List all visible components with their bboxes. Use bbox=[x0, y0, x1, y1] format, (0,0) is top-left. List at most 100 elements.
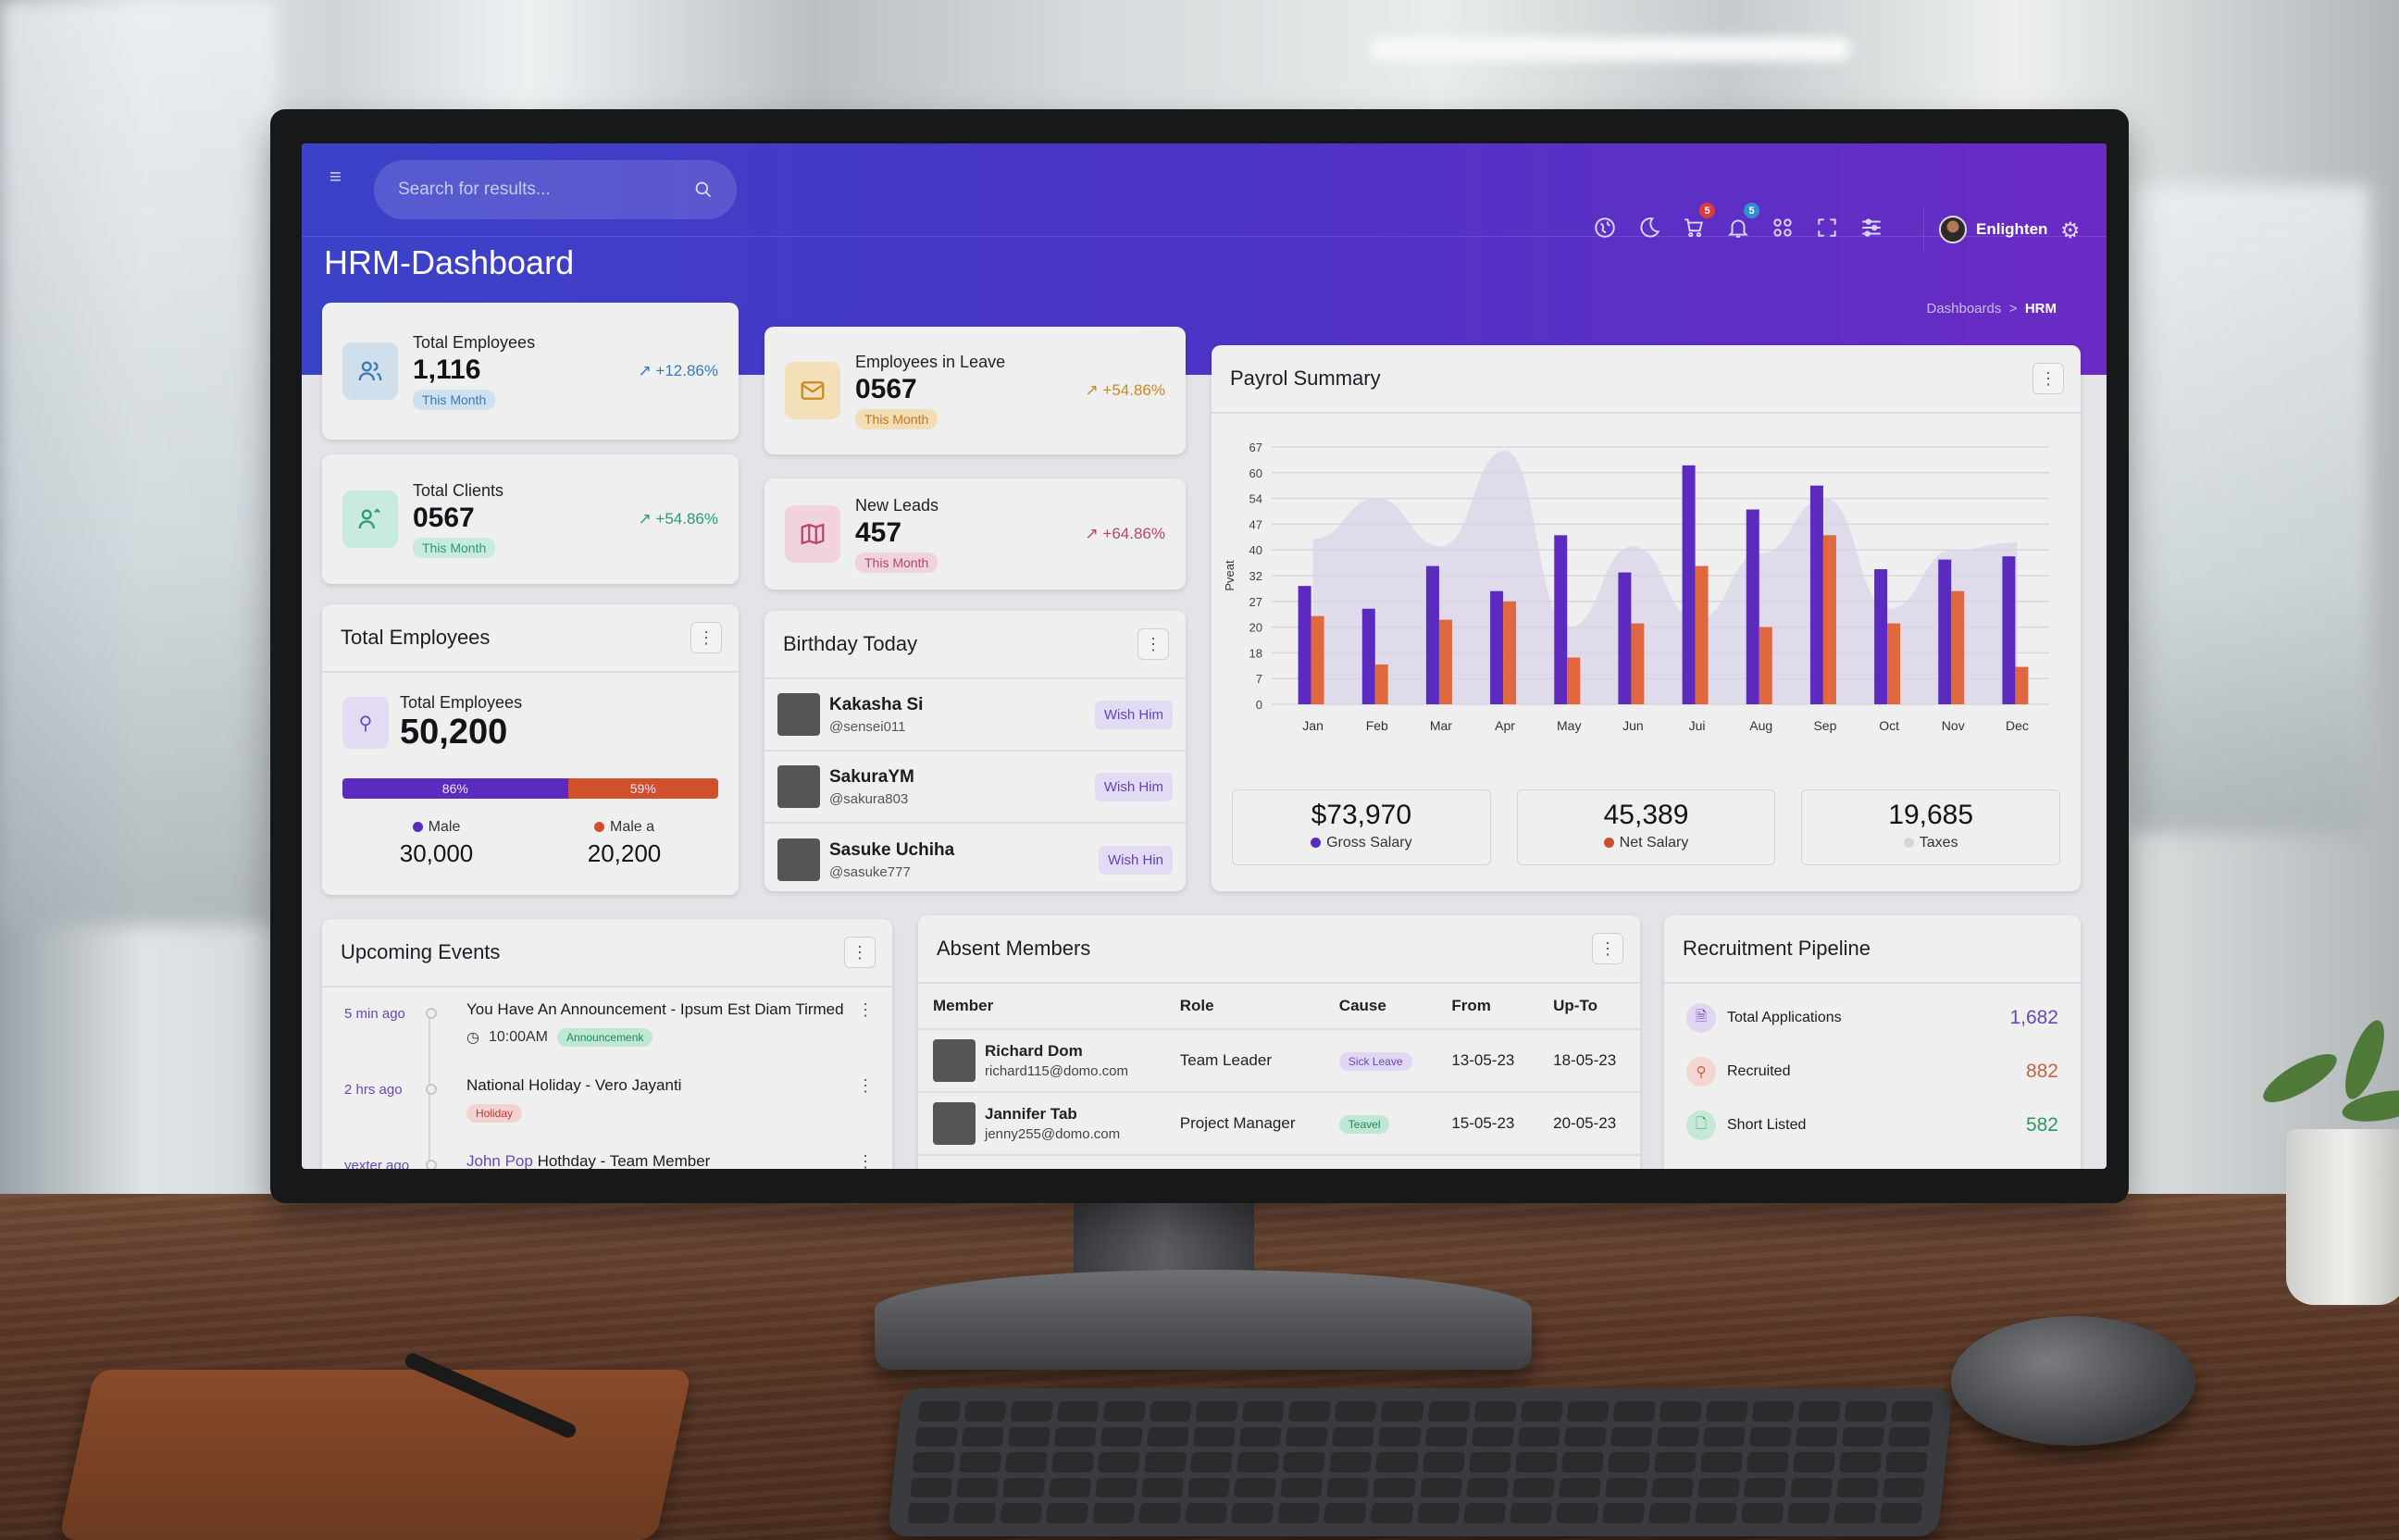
event-item[interactable]: 5 min ago You Have An Announcement - Ips… bbox=[322, 987, 892, 1063]
key bbox=[1141, 1477, 1185, 1498]
key bbox=[1833, 1503, 1877, 1523]
stat-label: New Leads bbox=[855, 495, 939, 515]
event-tag: Holiday bbox=[466, 1104, 523, 1123]
pipeline-value: 582 bbox=[2025, 1114, 2058, 1136]
moon-icon[interactable] bbox=[1637, 216, 1661, 240]
list-item: Kakasha Si @sensei011 Wish Him bbox=[764, 679, 1186, 751]
key bbox=[1555, 1503, 1599, 1523]
more-options-icon[interactable]: ⋮ bbox=[2032, 363, 2064, 394]
apps-icon[interactable] bbox=[1771, 216, 1795, 240]
to-date: 20-05-23 bbox=[1538, 1092, 1640, 1156]
absent-members-table: Member Role Cause From Up-To Richard Dom… bbox=[918, 984, 1640, 1156]
more-options-icon[interactable]: ⋮ bbox=[1592, 933, 1623, 964]
bar-jui bbox=[1682, 465, 1696, 704]
key bbox=[1000, 1503, 1043, 1523]
sliders-icon[interactable] bbox=[1859, 216, 1883, 240]
more-options-icon[interactable]: ⋮ bbox=[857, 1076, 874, 1095]
mail-icon bbox=[785, 362, 840, 419]
area-series bbox=[1312, 450, 2018, 704]
key bbox=[1326, 1477, 1370, 1498]
pipeline-item[interactable]: 🗋 Short Listed 582 bbox=[1664, 1099, 2081, 1152]
bar-mar bbox=[1425, 565, 1439, 704]
more-options-icon[interactable]: ⋮ bbox=[690, 622, 722, 653]
document-icon: 🗎 bbox=[1686, 1003, 1716, 1033]
search-box[interactable] bbox=[374, 160, 737, 219]
key bbox=[1882, 1477, 1926, 1498]
pipeline-label: Recruited bbox=[1727, 1063, 1791, 1079]
table-row[interactable]: Richard Dom richard115@domo.com Team Lead… bbox=[918, 1029, 1640, 1093]
bell-icon[interactable]: 5 bbox=[1726, 203, 1759, 240]
key bbox=[1324, 1503, 1367, 1523]
key bbox=[914, 1426, 959, 1447]
card-title: Recruitment Pipeline bbox=[1683, 937, 1871, 960]
event-time: yexter ago bbox=[344, 1158, 410, 1169]
key bbox=[1050, 1452, 1095, 1472]
bar-aug bbox=[1746, 509, 1759, 704]
legend-dot bbox=[1603, 838, 1614, 849]
trend-up-icon: ↗ bbox=[1085, 525, 1103, 542]
split-label: Male bbox=[428, 819, 461, 835]
column-header: Up-To bbox=[1538, 984, 1640, 1030]
key bbox=[1884, 1452, 1929, 1472]
event-clock: 10:00AM bbox=[488, 1029, 549, 1045]
stat-change-value: +54.86% bbox=[1102, 381, 1165, 399]
member-name: Richard Dom bbox=[985, 1042, 1083, 1060]
breadcrumb-dashboards[interactable]: Dashboards bbox=[1926, 301, 2002, 317]
key bbox=[1144, 1452, 1187, 1472]
table-row[interactable]: Jannifer Tab jenny255@domo.com Project Ma… bbox=[918, 1092, 1640, 1156]
column-header: Member bbox=[918, 984, 1165, 1030]
bar-jun bbox=[1631, 623, 1645, 704]
key bbox=[1511, 1477, 1555, 1498]
bar-dec bbox=[2002, 556, 2016, 704]
bar-nov bbox=[1938, 559, 1952, 704]
trend-up-icon: ↗ bbox=[1085, 381, 1103, 399]
event-item[interactable]: 2 hrs ago National Holiday - Vero Jayant… bbox=[322, 1063, 892, 1139]
key bbox=[1092, 1503, 1136, 1523]
to-date: 18-05-23 bbox=[1538, 1029, 1640, 1093]
key bbox=[1697, 1477, 1741, 1498]
event-tag: Announcemenk bbox=[557, 1028, 653, 1047]
birthday-today-card: Birthday Today ⋮ Kakasha Si @sensei011 Wish… bbox=[764, 611, 1186, 891]
pipeline-item[interactable]: ⚲ Recruited 882 bbox=[1664, 1045, 2081, 1099]
pipeline-label: Total Applications bbox=[1727, 1010, 1842, 1025]
user-menu[interactable]: Enlighten bbox=[1923, 206, 2047, 253]
monitor-screen: ≡ HRM-Dashboard 5 5 Enlighten ⚙ Dashboar… bbox=[302, 143, 2107, 1169]
settings-gear-icon[interactable]: ⚙ bbox=[2060, 218, 2081, 243]
more-options-icon[interactable]: ⋮ bbox=[857, 1000, 874, 1019]
event-item[interactable]: yexter ago John Pop Hothday - Team Membe… bbox=[322, 1139, 892, 1169]
key bbox=[907, 1503, 951, 1523]
gender-progress-bar: 86% 59% bbox=[342, 778, 718, 799]
period-badge: This Month bbox=[855, 552, 938, 573]
search-input[interactable] bbox=[398, 180, 694, 200]
bar-jan bbox=[1311, 615, 1324, 704]
more-options-icon[interactable]: ⋮ bbox=[1137, 628, 1169, 660]
timeline-dot bbox=[426, 1008, 437, 1019]
globe-icon[interactable] bbox=[1593, 216, 1617, 240]
key bbox=[953, 1503, 997, 1523]
more-options-icon[interactable]: ⋮ bbox=[857, 1152, 874, 1169]
wish-button[interactable]: Wish Him bbox=[1094, 772, 1173, 801]
x-tick-label: Mar bbox=[1430, 718, 1452, 733]
avatar bbox=[777, 693, 820, 736]
cart-icon[interactable]: 5 bbox=[1682, 203, 1715, 240]
wish-button[interactable]: Wish Him bbox=[1094, 700, 1173, 729]
key bbox=[1416, 1503, 1460, 1523]
x-tick-label: Sep bbox=[1813, 718, 1836, 733]
bar-apr bbox=[1490, 590, 1504, 704]
total-label: Total Employees bbox=[400, 693, 523, 712]
search-icon[interactable] bbox=[694, 180, 713, 199]
fullscreen-icon[interactable] bbox=[1815, 216, 1839, 240]
split-value: 20,200 bbox=[587, 839, 662, 867]
key bbox=[1473, 1401, 1517, 1422]
bar-jan bbox=[1298, 586, 1311, 704]
y-tick-label: 60 bbox=[1249, 466, 1262, 480]
event-person: John Pop bbox=[466, 1152, 533, 1169]
key bbox=[1007, 1426, 1051, 1447]
stat-change: ↗ +54.86% bbox=[638, 510, 718, 528]
wish-button[interactable]: Wish Hin bbox=[1098, 845, 1173, 875]
event-title: You Have An Announcement - Ipsum Est Dia… bbox=[466, 1000, 844, 1018]
more-options-icon[interactable]: ⋮ bbox=[844, 937, 876, 968]
pipeline-item[interactable]: 🗎 Total Applications 1,682 bbox=[1664, 991, 2081, 1045]
menu-icon[interactable]: ≡ bbox=[329, 165, 342, 188]
window bbox=[2129, 185, 2369, 833]
